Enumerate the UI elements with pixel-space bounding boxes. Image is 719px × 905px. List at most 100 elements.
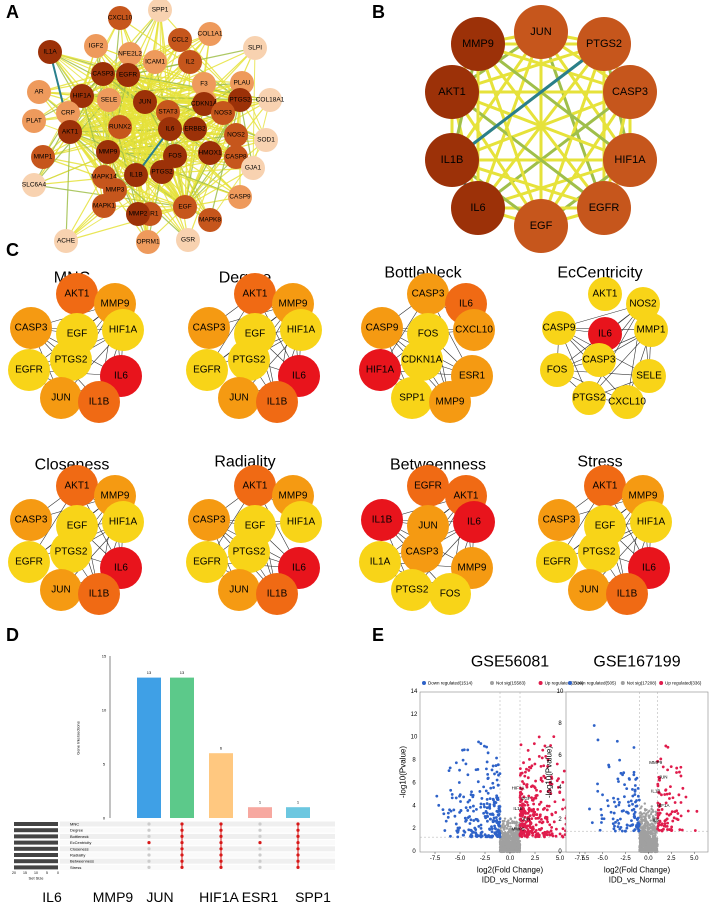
point-down xyxy=(618,801,621,804)
point-up xyxy=(534,835,538,839)
point-not-sig xyxy=(652,827,655,830)
point-down xyxy=(462,795,466,799)
node-circle xyxy=(234,273,276,315)
point-up xyxy=(543,806,546,810)
point-up xyxy=(664,818,668,822)
point-not-sig xyxy=(643,815,647,819)
point-down xyxy=(628,777,631,781)
point-down xyxy=(446,811,450,815)
node-label: EGFR xyxy=(414,481,442,492)
node-label: CASP3 xyxy=(193,323,226,334)
point-down xyxy=(496,828,500,832)
node-label: CXCL10 xyxy=(108,15,133,22)
point-down xyxy=(602,817,606,821)
network-node: COL1A1 xyxy=(198,22,223,46)
node-label: COL18A1 xyxy=(256,97,285,104)
point-down xyxy=(449,809,453,813)
point-down xyxy=(471,793,475,797)
network-node: NOS2 xyxy=(224,123,248,147)
point-down xyxy=(625,826,629,830)
point-down xyxy=(490,830,494,834)
node-circle xyxy=(451,181,505,235)
point-up xyxy=(531,833,535,837)
node-circle xyxy=(584,465,626,507)
network-node: CASP3 xyxy=(91,62,115,86)
point-up xyxy=(656,801,660,805)
panel-letter-c: C xyxy=(6,240,19,260)
node-label: AKT1 xyxy=(592,481,617,492)
set-size-tick-label: 5 xyxy=(46,871,48,875)
x-tick-label: 5.0 xyxy=(690,856,699,862)
point-down xyxy=(468,822,472,825)
node-label: AKT1 xyxy=(62,129,79,136)
network-node: PTGS2 xyxy=(577,17,631,71)
node-circle xyxy=(603,65,657,119)
node-label: CDKN1A xyxy=(402,355,443,366)
point-down xyxy=(470,835,473,839)
point-down xyxy=(495,778,499,782)
x-axis-sublabel: IDD_vs_Normal xyxy=(482,876,539,885)
point-not-sig xyxy=(647,840,650,844)
point-down xyxy=(616,797,620,801)
point-up xyxy=(543,816,547,820)
point-up xyxy=(540,756,544,760)
node-label: PTGS2 xyxy=(583,547,616,558)
node-circle xyxy=(176,228,200,252)
point-down xyxy=(633,784,637,787)
point-down xyxy=(461,758,465,762)
point-not-sig xyxy=(639,842,642,845)
network-node: HMOX1 xyxy=(198,141,222,165)
node-label: AKT1 xyxy=(453,491,478,502)
point-up xyxy=(552,735,556,738)
network-node: CDKN1A xyxy=(191,92,218,116)
gene-label: SPP1 xyxy=(295,889,331,905)
point-up xyxy=(545,808,549,812)
y-tick-label: 2 xyxy=(558,817,562,823)
network-node: AKT1 xyxy=(58,120,82,144)
node-circle xyxy=(198,22,222,46)
point-not-sig xyxy=(652,816,656,820)
point-not-sig xyxy=(506,830,510,834)
hub-network: EcCentricity AKT1 NOS2 CASP9 IL6 MMP1 FOS CASP3… xyxy=(540,265,668,419)
network-edge xyxy=(477,90,631,210)
network-node: NOS3 xyxy=(211,101,235,125)
network-node: IL2 xyxy=(178,50,202,74)
node-label: FOS xyxy=(168,153,182,160)
point-down xyxy=(486,772,490,776)
set-name-label: Bottleneck xyxy=(70,834,89,839)
point-not-sig xyxy=(506,834,509,837)
point-up xyxy=(542,774,546,778)
node-circle xyxy=(10,499,52,541)
network-node: PLAT xyxy=(22,109,46,133)
point-down xyxy=(632,829,636,833)
point-down xyxy=(631,794,635,798)
point-up xyxy=(523,774,527,778)
point-up xyxy=(525,820,528,824)
point-up xyxy=(531,831,535,835)
point-not-sig xyxy=(654,845,657,849)
point-down xyxy=(477,824,481,828)
bar-value-label: 13 xyxy=(180,670,185,675)
matrix-dot xyxy=(258,834,262,839)
node-label: ICAM1 xyxy=(145,59,165,66)
set-size-tick-label: 10 xyxy=(34,871,38,875)
node-label: PTGS2 xyxy=(233,547,266,558)
node-circle xyxy=(407,465,449,507)
node-circle xyxy=(198,141,222,165)
point-down xyxy=(496,763,500,767)
node-circle xyxy=(186,349,228,391)
network-edge xyxy=(209,139,267,221)
point-not-sig xyxy=(651,822,654,825)
point-up xyxy=(673,810,677,813)
point-down xyxy=(450,793,454,796)
point-up xyxy=(550,775,553,779)
node-circle xyxy=(143,50,167,74)
network-node: IL1B xyxy=(78,573,120,615)
node-label: IL6 xyxy=(292,371,306,382)
set-name-label: Closeness xyxy=(70,846,89,851)
point-down xyxy=(616,825,620,828)
node-label: IL6 xyxy=(470,202,485,214)
point-down xyxy=(466,809,470,812)
node-label: FOS xyxy=(440,589,461,600)
